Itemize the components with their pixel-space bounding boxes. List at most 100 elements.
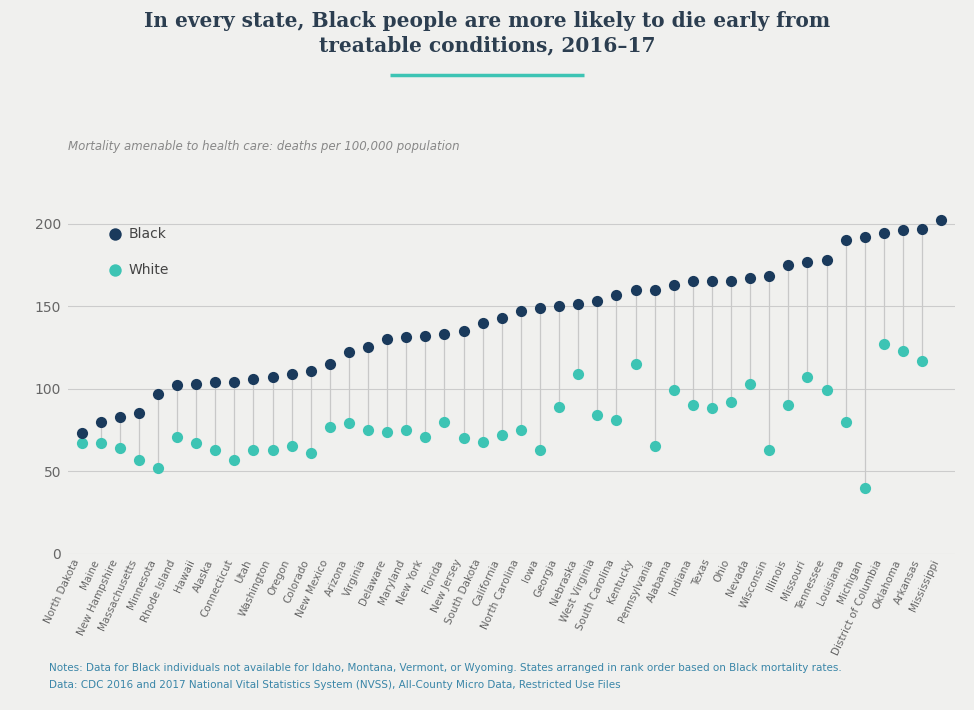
Point <box>380 426 395 437</box>
Point <box>169 431 185 442</box>
Point <box>93 416 108 427</box>
Point <box>704 275 720 287</box>
Point <box>131 408 147 419</box>
Text: Mortality amenable to health care: deaths per 100,000 population: Mortality amenable to health care: death… <box>68 140 460 153</box>
Point <box>857 231 873 242</box>
Point <box>513 425 529 436</box>
Point <box>265 444 281 455</box>
Point <box>418 431 433 442</box>
Point <box>131 454 147 465</box>
Point <box>207 444 223 455</box>
Point <box>227 454 243 465</box>
Point <box>589 295 605 307</box>
Point <box>112 411 128 422</box>
Point <box>475 317 491 328</box>
Point <box>303 365 318 376</box>
Point <box>915 355 930 366</box>
Point <box>265 371 281 383</box>
Point <box>838 416 853 427</box>
Point <box>456 325 471 337</box>
Point <box>742 378 758 389</box>
Point <box>169 380 185 391</box>
Point <box>112 442 128 454</box>
Point <box>150 388 166 399</box>
Point <box>571 299 586 310</box>
Text: treatable conditions, 2016–17: treatable conditions, 2016–17 <box>318 36 656 55</box>
Point <box>227 376 243 388</box>
Point <box>685 275 700 287</box>
Point <box>571 368 586 380</box>
Text: Black: Black <box>129 227 167 241</box>
Point <box>551 401 567 413</box>
Point <box>589 410 605 421</box>
Point <box>915 223 930 234</box>
Point <box>666 385 682 396</box>
Point <box>380 334 395 345</box>
Point <box>494 312 509 323</box>
Point <box>283 368 299 380</box>
Point <box>685 400 700 411</box>
Point <box>322 359 338 370</box>
Text: Notes: Data for Black individuals not available for Idaho, Montana, Vermont, or : Notes: Data for Black individuals not av… <box>49 663 842 673</box>
Point <box>724 396 739 408</box>
Point <box>532 444 547 455</box>
Point <box>819 385 835 396</box>
Point <box>551 300 567 312</box>
Point <box>494 430 509 441</box>
Point <box>341 417 356 429</box>
Point <box>666 279 682 290</box>
Point <box>322 421 338 432</box>
Point <box>895 224 911 236</box>
Point <box>283 441 299 452</box>
Point <box>742 273 758 284</box>
Point <box>475 436 491 447</box>
Point <box>107 264 123 275</box>
Point <box>436 416 452 427</box>
Point <box>93 437 108 449</box>
Point <box>245 444 261 455</box>
Point <box>838 234 853 246</box>
Point <box>780 400 796 411</box>
Point <box>627 359 643 370</box>
Point <box>398 332 414 343</box>
Point <box>245 373 261 384</box>
Point <box>647 441 662 452</box>
Point <box>107 229 123 240</box>
Point <box>74 437 90 449</box>
Point <box>360 342 376 353</box>
Point <box>704 403 720 414</box>
Point <box>819 254 835 266</box>
Point <box>513 305 529 317</box>
Point <box>418 330 433 342</box>
Point <box>762 444 777 455</box>
Point <box>341 346 356 358</box>
Point <box>360 425 376 436</box>
Text: Data: CDC 2016 and 2017 National Vital Statistics System (NVSS), All-County Micr: Data: CDC 2016 and 2017 National Vital S… <box>49 680 620 690</box>
Point <box>436 329 452 340</box>
Point <box>895 345 911 356</box>
Point <box>609 289 624 300</box>
Point <box>800 256 815 267</box>
Point <box>532 302 547 313</box>
Point <box>857 482 873 493</box>
Point <box>150 462 166 474</box>
Point <box>609 415 624 426</box>
Point <box>398 425 414 436</box>
Point <box>724 275 739 287</box>
Text: In every state, Black people are more likely to die early from: In every state, Black people are more li… <box>144 11 830 31</box>
Point <box>780 259 796 271</box>
Point <box>933 214 949 226</box>
Point <box>762 271 777 282</box>
Point <box>303 447 318 459</box>
Point <box>188 437 204 449</box>
Point <box>876 228 891 239</box>
Point <box>876 339 891 350</box>
Point <box>800 371 815 383</box>
Point <box>627 284 643 295</box>
Point <box>188 378 204 389</box>
Point <box>74 427 90 439</box>
Text: White: White <box>129 263 169 277</box>
Point <box>207 376 223 388</box>
Point <box>456 432 471 444</box>
Point <box>647 284 662 295</box>
